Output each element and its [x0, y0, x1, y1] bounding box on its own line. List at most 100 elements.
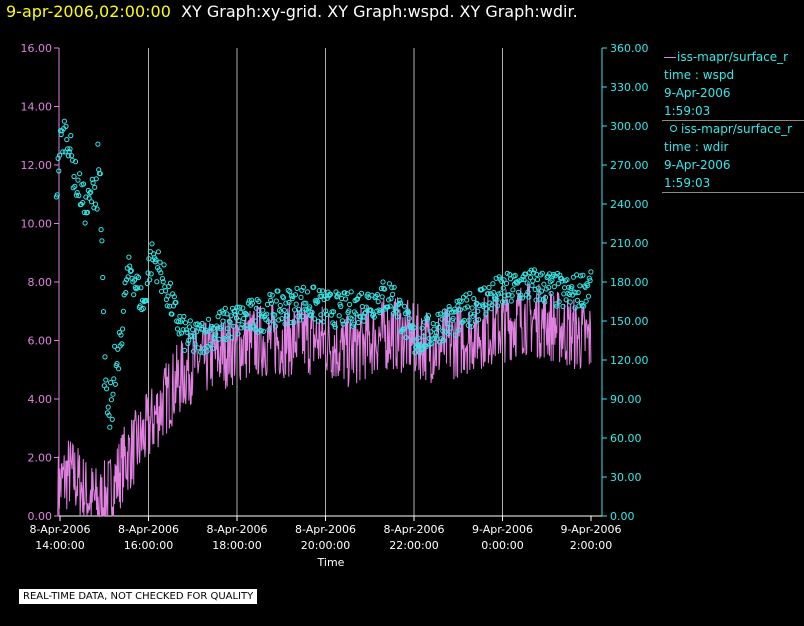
- wdir-point: [140, 305, 146, 312]
- wdir-point: [353, 311, 359, 317]
- wdir-point: [76, 193, 82, 199]
- wdir-point: [105, 404, 111, 410]
- wdir-point: [503, 299, 509, 305]
- wdir-point: [559, 278, 565, 284]
- legend-wdir-date: 9-Apr-2006: [664, 158, 731, 172]
- wdir-point: [161, 262, 167, 268]
- wdir-point: [323, 308, 329, 314]
- wdir-point: [185, 340, 191, 347]
- wdir-point: [173, 299, 179, 306]
- wdir-point: [537, 296, 543, 302]
- wdir-point: [488, 291, 494, 297]
- wdir-point: [496, 274, 502, 280]
- wdir-point: [268, 297, 274, 303]
- left-tick-label: 8.00: [28, 276, 53, 289]
- wdir-point: [131, 292, 137, 298]
- wdir-point: [68, 133, 74, 139]
- wdir-point: [99, 238, 105, 244]
- left-tick-label: 14.00: [21, 101, 53, 114]
- circle-marker-icon: [670, 125, 677, 132]
- wdir-point: [72, 183, 78, 189]
- wdir-point: [385, 304, 391, 310]
- wdir-point: [510, 287, 516, 293]
- wspd-line: [57, 282, 592, 518]
- wdir-point: [420, 346, 426, 352]
- wdir-point: [69, 153, 75, 159]
- wdir-point: [575, 289, 581, 296]
- wdir-point: [498, 290, 504, 296]
- wdir-point: [249, 300, 255, 306]
- wdir-point: [331, 309, 337, 315]
- wdir-point: [419, 325, 425, 331]
- wdir-point: [530, 278, 536, 284]
- wdir-point: [258, 328, 264, 334]
- wdir-point: [327, 291, 334, 297]
- wdir-point: [253, 305, 259, 311]
- wdir-point: [508, 298, 514, 304]
- wdir-point: [189, 333, 195, 340]
- wdir-point: [116, 366, 122, 372]
- wdir-point: [204, 348, 210, 354]
- wdir-point: [88, 189, 94, 195]
- wdir-point: [184, 329, 190, 335]
- wdir-point: [88, 199, 95, 205]
- wdir-point: [63, 123, 69, 130]
- wdir-point: [531, 267, 538, 273]
- wdir-point: [275, 288, 281, 294]
- wdir-point: [102, 354, 108, 360]
- wdir-point: [394, 314, 400, 320]
- wdir-point: [417, 350, 423, 356]
- wdir-point: [411, 325, 417, 331]
- wdir-point: [266, 327, 272, 333]
- wdir-point: [298, 294, 304, 300]
- wdir-point: [532, 286, 538, 292]
- wdir-point: [303, 300, 309, 306]
- wdir-point: [423, 344, 429, 350]
- wdir-point: [284, 313, 290, 319]
- wdir-point: [218, 324, 224, 330]
- wdir-point: [215, 314, 221, 320]
- wdir-point: [440, 328, 446, 334]
- wdir-point: [234, 304, 240, 310]
- wdir-point: [265, 319, 271, 325]
- wdir-point: [80, 200, 86, 206]
- x-tick-date: 8-Apr-2006: [118, 523, 179, 536]
- wdir-point: [225, 326, 231, 332]
- wdir-point: [542, 294, 549, 301]
- wdir-point: [433, 329, 439, 336]
- wdir-point: [195, 345, 201, 351]
- wdir-point: [456, 327, 462, 333]
- wdir-point: [489, 302, 495, 308]
- wdir-point: [280, 295, 287, 301]
- grid: [148, 48, 503, 516]
- left-tick-label: 6.00: [28, 335, 53, 348]
- wdir-point: [458, 299, 464, 305]
- wdir-point: [587, 278, 593, 284]
- x-tick-time: 16:00:00: [124, 539, 173, 552]
- wdir-point: [410, 337, 416, 343]
- wdir-point: [397, 297, 403, 303]
- wdir-point: [524, 280, 530, 286]
- wdir-point: [54, 192, 60, 198]
- legend-divider: [662, 120, 804, 121]
- wdir-point: [112, 343, 118, 349]
- wdir-point: [348, 289, 354, 295]
- wdir-point: [273, 298, 279, 304]
- wdir-point: [464, 304, 471, 310]
- wdir-point: [109, 416, 115, 422]
- wdir-point: [292, 307, 298, 313]
- wdir-point: [548, 290, 554, 297]
- wdir-point: [406, 315, 412, 321]
- wdir-point: [517, 295, 523, 301]
- right-tick-label: 0.00: [610, 510, 635, 523]
- wdir-point: [560, 303, 566, 309]
- wdir-point: [405, 309, 412, 316]
- wdir-point: [163, 288, 169, 294]
- wdir-point: [309, 309, 315, 315]
- wdir-point: [159, 276, 165, 282]
- right-tick-label: 240.00: [610, 198, 649, 211]
- x-tick-date: 8-Apr-2006: [383, 523, 444, 536]
- legend-wdir-name: iss-mapr/surface_r: [664, 120, 804, 138]
- wdir-point: [84, 209, 91, 215]
- wdir-point: [229, 335, 235, 341]
